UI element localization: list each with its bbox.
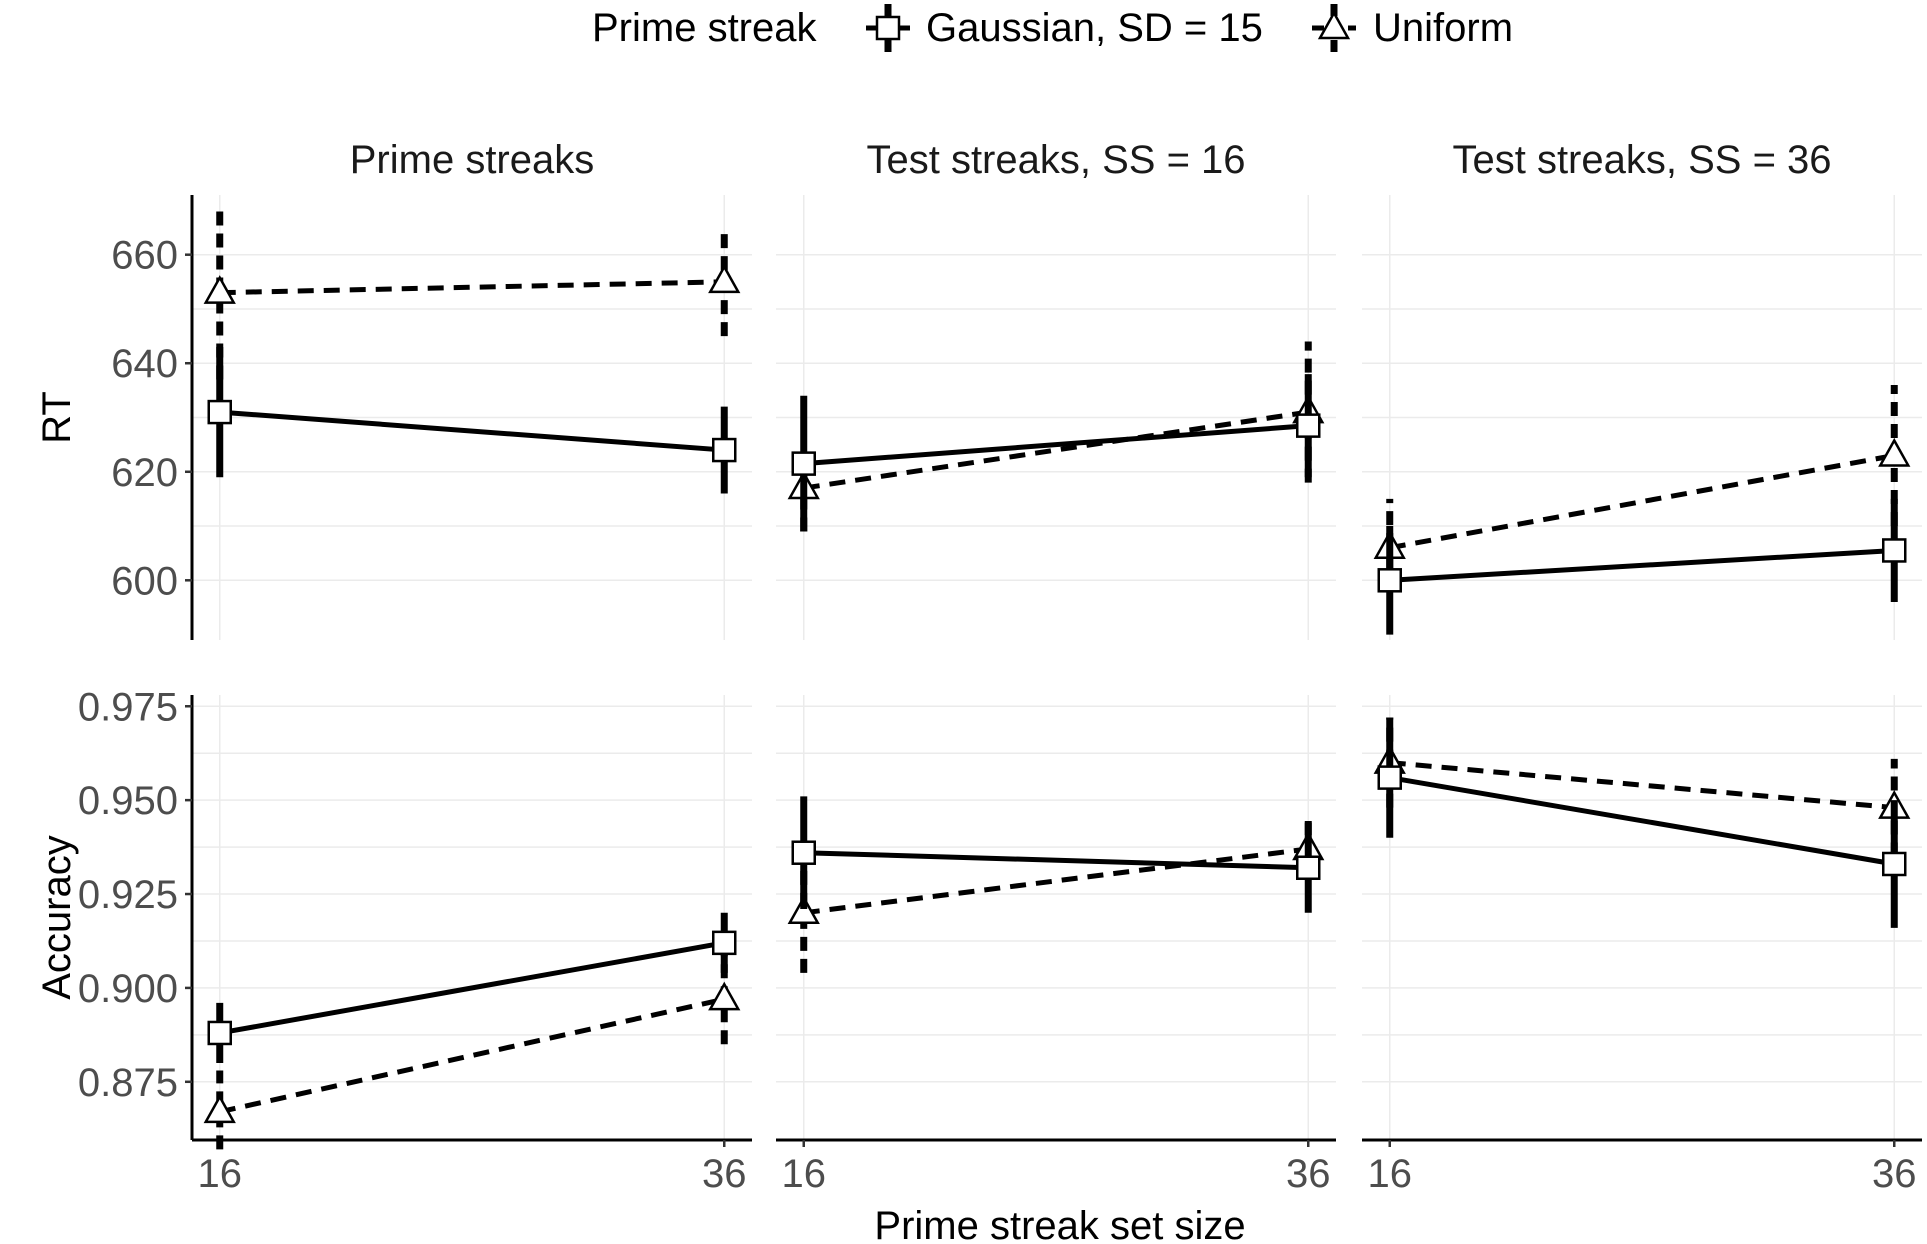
y-tick-label: 0.975: [78, 685, 178, 729]
legend-label-uniform: Uniform: [1373, 6, 1513, 50]
x-tick-label: 36: [1286, 1152, 1331, 1196]
y-tick-label: 0.900: [78, 967, 178, 1011]
legend-key-gaussian: [866, 4, 910, 52]
panel-rt-1: Prime streaks 600 620 640 660: [111, 138, 752, 640]
series-uniform: [203, 950, 741, 1150]
data-point-triangle: [787, 895, 820, 925]
data-point-square: [1882, 851, 1907, 877]
y-axis-title-accuracy: Accuracy: [35, 835, 79, 1000]
facet-title-2: Test streaks, SS = 16: [866, 138, 1245, 182]
data-point-square: [1377, 765, 1402, 790]
data-point-square: [1882, 538, 1907, 563]
series-line: [803, 850, 1309, 871]
facet-title-3: Test streaks, SS = 36: [1452, 138, 1831, 182]
series-line: [803, 409, 1309, 491]
panel-rt-3: Test streaks, SS = 36: [1362, 138, 1922, 640]
data-point-triangle: [1878, 437, 1911, 467]
legend-label-gaussian: Gaussian, SD = 15: [926, 6, 1263, 50]
y-tick-label: 640: [111, 342, 178, 386]
series-gaussian-sd-15: [791, 796, 1321, 913]
series-line: [1389, 547, 1895, 583]
y-tick-label: 660: [111, 234, 178, 278]
panel-accuracy-3: 16 36: [1362, 695, 1922, 1196]
series-line: [219, 409, 725, 453]
data-point-square: [207, 399, 232, 425]
x-axis-title: Prime streak set size: [874, 1204, 1245, 1244]
y-tick-label: 600: [111, 559, 178, 603]
facet-title-1: Prime streaks: [350, 138, 595, 182]
data-point-square: [791, 451, 816, 476]
series-gaussian-sd-15: [207, 346, 737, 494]
y-axis-title-rt: RT: [35, 391, 79, 444]
series-line: [1389, 453, 1895, 551]
series-line: [219, 279, 725, 296]
series-gaussian-sd-15: [1377, 717, 1907, 928]
data-point-square: [1377, 568, 1402, 593]
y-tick-label: 0.925: [78, 873, 178, 917]
series-line: [219, 940, 725, 1036]
legend-marker-triangle: [1317, 10, 1351, 40]
panel-rt-2: Test streaks, SS = 16: [776, 138, 1336, 640]
legend: Prime streak Gaussian, SD = 15 Uniform: [592, 4, 1513, 52]
series-uniform: [787, 341, 1325, 532]
series-gaussian-sd-15: [791, 374, 1321, 532]
series-line: [803, 423, 1309, 467]
y-tick-label: 0.875: [78, 1061, 178, 1105]
data-point-triangle: [203, 275, 236, 304]
legend-title: Prime streak: [592, 6, 817, 50]
data-point-square: [712, 930, 737, 956]
x-tick-label: 16: [1367, 1152, 1412, 1196]
data-point-square: [712, 437, 737, 463]
series-line: [1389, 760, 1895, 811]
legend-key-uniform: [1312, 4, 1356, 52]
series-uniform: [203, 205, 741, 380]
data-point-square: [1296, 413, 1321, 438]
series-gaussian-sd-15: [207, 912, 737, 1064]
x-tick-label: 16: [197, 1152, 242, 1196]
panel-accuracy-1: 0.875 0.900 0.925 0.950 0.975 16 36: [78, 685, 752, 1196]
x-tick-label: 16: [781, 1152, 826, 1196]
data-point-triangle: [203, 1094, 236, 1124]
legend-marker-square: [875, 15, 901, 41]
series-line: [803, 846, 1309, 916]
series-uniform: [1373, 384, 1911, 592]
x-tick-label: 36: [1872, 1152, 1917, 1196]
data-point-square: [791, 840, 816, 865]
series-gaussian-sd-15: [1377, 498, 1907, 635]
y-tick-label: 0.950: [78, 779, 178, 823]
series-line: [219, 996, 725, 1115]
series-line: [1389, 775, 1895, 867]
data-point-triangle: [708, 264, 741, 294]
panel-accuracy-2: 16 36: [776, 695, 1336, 1196]
y-tick-label: 620: [111, 451, 178, 495]
data-point-square: [207, 1020, 232, 1046]
data-point-square: [1296, 855, 1321, 880]
x-tick-label: 36: [702, 1152, 747, 1196]
data-point-triangle: [708, 981, 741, 1011]
panels: RT Prime streaks 600 620 640 660 Test streaks,…: [35, 138, 1922, 1196]
